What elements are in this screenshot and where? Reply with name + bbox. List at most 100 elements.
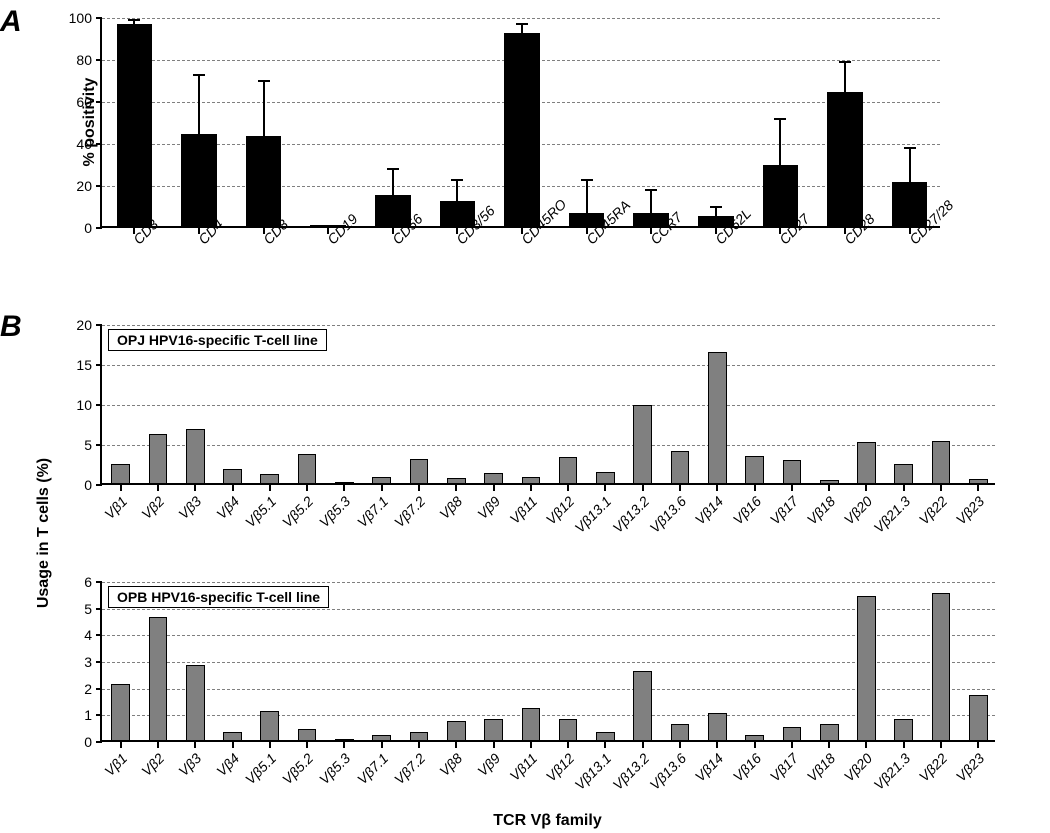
x-tick bbox=[642, 485, 644, 491]
x-tick-label: Vβ13.1 bbox=[572, 493, 615, 536]
bar bbox=[335, 482, 354, 483]
x-tick bbox=[194, 742, 196, 748]
bar bbox=[447, 721, 466, 740]
x-tick-label: Vβ23 bbox=[953, 493, 988, 528]
x-tick-label: CD45RO bbox=[518, 236, 529, 247]
bar bbox=[894, 719, 913, 740]
bar bbox=[484, 473, 503, 483]
x-tick-label: Vβ5.1 bbox=[242, 750, 279, 787]
bar bbox=[186, 429, 205, 483]
bar bbox=[596, 732, 615, 740]
error-cap bbox=[258, 80, 270, 82]
y-tick-label: 20 bbox=[76, 317, 102, 333]
x-tick bbox=[232, 742, 234, 748]
error-bar bbox=[586, 180, 588, 216]
bar bbox=[484, 719, 503, 740]
x-tick-label: Vβ5.3 bbox=[316, 750, 353, 787]
error-cap bbox=[128, 19, 140, 21]
bar bbox=[633, 405, 652, 483]
y-tick-label: 1 bbox=[84, 707, 102, 723]
bar bbox=[783, 727, 802, 740]
bar bbox=[671, 451, 690, 483]
x-tick-label: Vβ16 bbox=[729, 493, 764, 528]
x-tick-label: CD45RA bbox=[583, 236, 594, 247]
gridline bbox=[102, 405, 995, 406]
bar bbox=[372, 477, 391, 483]
bar bbox=[894, 464, 913, 483]
bar bbox=[857, 596, 876, 740]
x-tick-label: CCR7 bbox=[647, 236, 658, 247]
x-tick-label: Vβ17 bbox=[767, 493, 802, 528]
bar bbox=[260, 711, 279, 740]
gridline bbox=[102, 325, 995, 326]
x-tick bbox=[679, 485, 681, 491]
bar bbox=[596, 472, 615, 483]
x-tick-label: Vβ7.2 bbox=[391, 493, 428, 530]
error-cap bbox=[710, 206, 722, 208]
x-tick bbox=[530, 485, 532, 491]
x-tick bbox=[418, 485, 420, 491]
x-tick bbox=[530, 742, 532, 748]
x-tick-label: CD28 bbox=[841, 236, 852, 247]
error-bar bbox=[909, 148, 911, 184]
bar bbox=[335, 739, 354, 740]
x-tick-label: Vβ3 bbox=[175, 750, 204, 779]
x-tick-label: Vβ2 bbox=[138, 493, 167, 522]
bar bbox=[447, 478, 466, 483]
x-tick-label: Vβ13.6 bbox=[646, 493, 689, 536]
bar bbox=[932, 593, 951, 740]
error-bar bbox=[844, 62, 846, 94]
x-tick-label: Vβ4 bbox=[213, 750, 242, 779]
x-tick-label: Vβ7.1 bbox=[354, 493, 391, 530]
x-tick-label: Vβ11 bbox=[506, 750, 540, 784]
x-tick-label: CD3/56 bbox=[453, 236, 464, 247]
x-tick-label: Vβ9 bbox=[474, 750, 503, 779]
x-tick-label: CD19 bbox=[324, 236, 335, 247]
x-tick bbox=[604, 485, 606, 491]
x-tick-label: Vβ18 bbox=[804, 493, 839, 528]
x-tick-label: Vβ5.2 bbox=[279, 750, 316, 787]
panel-a-letter: A bbox=[0, 5, 22, 39]
bar bbox=[522, 708, 541, 740]
bar bbox=[504, 33, 540, 226]
error-bar bbox=[650, 190, 652, 215]
x-tick bbox=[977, 742, 979, 748]
bar bbox=[671, 724, 690, 740]
bar bbox=[181, 134, 217, 226]
panel-a-chart: 020406080100CD3CD4CD8CD19CD56CD3/56CD45R… bbox=[100, 18, 940, 228]
x-tick bbox=[828, 742, 830, 748]
x-tick bbox=[716, 742, 718, 748]
x-tick-label: Vβ5.1 bbox=[242, 493, 279, 530]
bar bbox=[186, 665, 205, 740]
x-tick-label: Vβ13.2 bbox=[609, 493, 652, 536]
bar bbox=[783, 460, 802, 483]
x-tick bbox=[269, 742, 271, 748]
x-tick bbox=[120, 485, 122, 491]
x-tick-label: Vβ1 bbox=[101, 750, 130, 779]
y-tick-label: 0 bbox=[84, 220, 102, 236]
bar bbox=[745, 456, 764, 483]
x-tick bbox=[828, 485, 830, 491]
bar bbox=[410, 732, 429, 740]
x-tick bbox=[343, 485, 345, 491]
x-tick-label: Vβ22 bbox=[916, 750, 951, 785]
bar bbox=[260, 474, 279, 483]
bar bbox=[559, 457, 578, 483]
error-bar bbox=[198, 75, 200, 136]
x-tick bbox=[493, 485, 495, 491]
x-tick-label: CD56 bbox=[389, 236, 400, 247]
x-tick-label: Vβ11 bbox=[506, 493, 540, 527]
x-tick bbox=[567, 485, 569, 491]
bar bbox=[820, 724, 839, 740]
y-tick-label: 5 bbox=[84, 437, 102, 453]
x-tick-label: CD8 bbox=[260, 236, 271, 247]
x-tick bbox=[455, 485, 457, 491]
error-cap bbox=[516, 23, 528, 25]
y-tick-label: 10 bbox=[76, 397, 102, 413]
x-tick bbox=[306, 485, 308, 491]
x-tick bbox=[194, 485, 196, 491]
x-tick-label: Vβ18 bbox=[804, 750, 839, 785]
bar bbox=[111, 464, 130, 483]
x-tick bbox=[567, 742, 569, 748]
x-tick-label: Vβ23 bbox=[953, 750, 988, 785]
